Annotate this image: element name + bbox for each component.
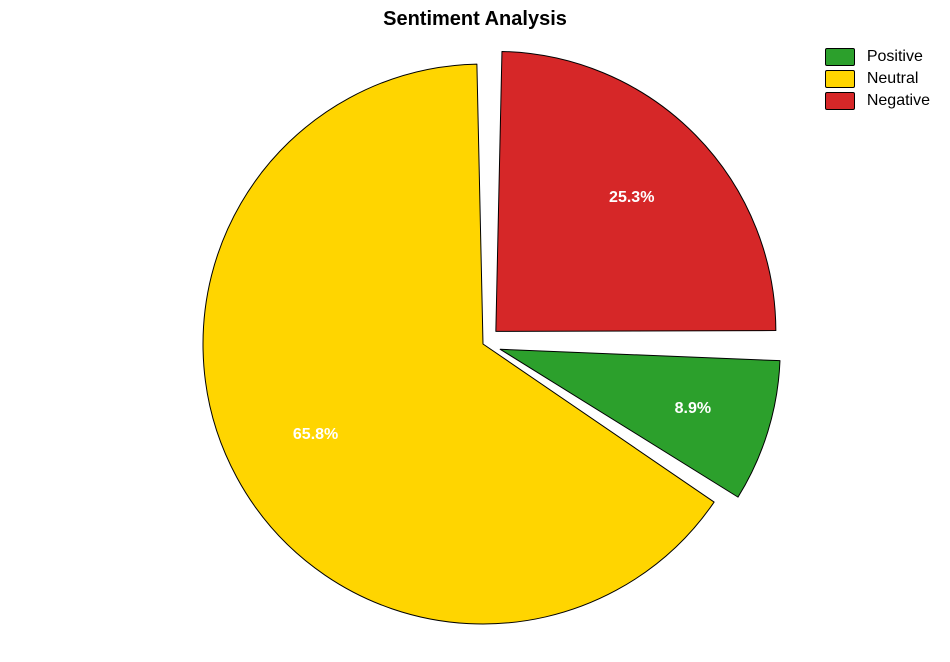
legend-swatch [825, 70, 855, 88]
legend-label: Negative [867, 92, 930, 110]
legend-swatch [825, 48, 855, 66]
legend-item: Positive [825, 48, 930, 66]
legend: Positive Neutral Negative [825, 48, 930, 114]
chart-container: { "chart": { "type": "pie", "title": "Se… [0, 0, 950, 662]
legend-label: Neutral [867, 70, 919, 88]
slice-label: 25.3% [609, 189, 654, 207]
legend-item: Neutral [825, 70, 930, 88]
legend-swatch [825, 92, 855, 110]
pie-chart [0, 0, 950, 662]
slice-label: 65.8% [293, 426, 338, 444]
legend-label: Positive [867, 48, 923, 66]
legend-item: Negative [825, 92, 930, 110]
slice-label: 8.9% [675, 400, 711, 418]
